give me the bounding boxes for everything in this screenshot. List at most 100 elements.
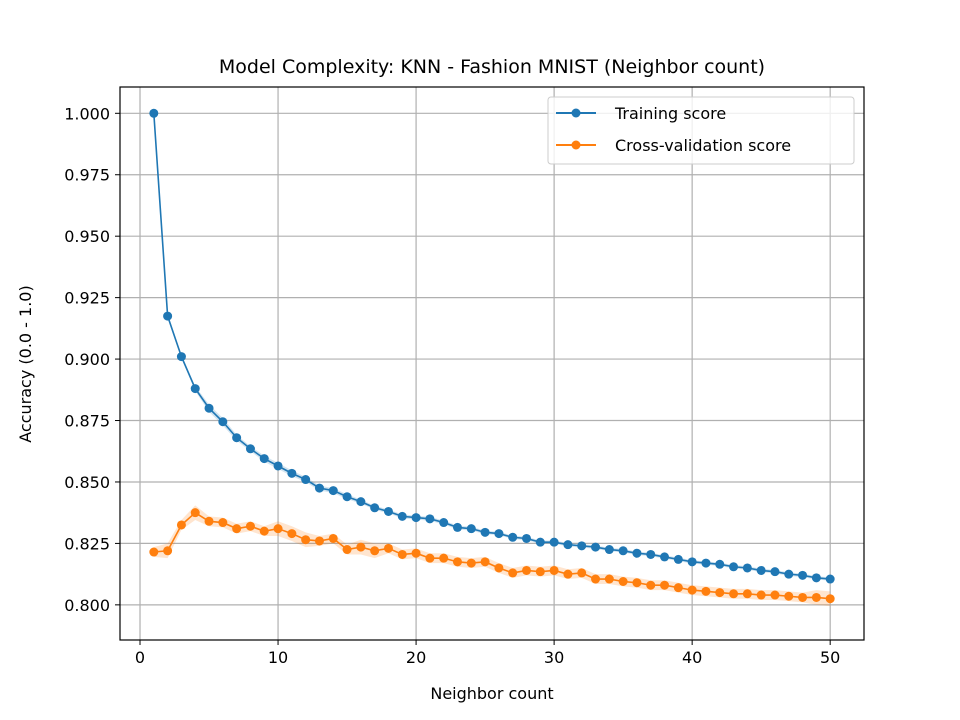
data-point	[342, 492, 352, 502]
x-tick-label: 50	[820, 648, 840, 667]
y-tick-label: 0.975	[64, 166, 110, 185]
data-point	[673, 554, 683, 564]
data-point	[535, 567, 545, 577]
grid	[120, 87, 864, 640]
data-point	[204, 403, 214, 413]
data-point	[591, 574, 601, 584]
data-point	[452, 557, 462, 567]
data-point	[149, 547, 159, 557]
data-point	[673, 583, 683, 593]
legend-label-training: Training score	[614, 104, 726, 123]
data-point	[439, 553, 449, 563]
data-point	[480, 557, 490, 567]
data-point	[218, 417, 228, 427]
data-point	[301, 475, 311, 485]
y-tick-label: 0.875	[64, 412, 110, 431]
y-tick-label: 0.825	[64, 534, 110, 553]
data-point	[660, 552, 670, 562]
data-point	[425, 553, 435, 563]
data-point	[452, 522, 462, 532]
data-point	[287, 468, 297, 478]
data-point	[466, 558, 476, 568]
data-point	[273, 461, 283, 471]
data-point	[604, 545, 614, 555]
data-point	[425, 514, 435, 524]
data-point	[535, 537, 545, 547]
y-tick-label: 0.850	[64, 473, 110, 492]
data-point	[328, 486, 338, 496]
legend-label-cv: Cross-validation score	[615, 136, 791, 155]
data-point	[232, 524, 242, 534]
data-point	[466, 524, 476, 534]
y-tick-label: 0.950	[64, 227, 110, 246]
data-point	[508, 568, 518, 578]
data-point	[742, 563, 752, 573]
data-point	[190, 384, 200, 394]
data-point	[176, 352, 186, 362]
data-point	[563, 569, 573, 579]
x-tick-label: 20	[406, 648, 426, 667]
data-point	[660, 580, 670, 590]
data-point	[563, 540, 573, 550]
data-point	[204, 516, 214, 526]
data-point	[770, 590, 780, 600]
data-point	[176, 520, 186, 530]
data-point	[494, 529, 504, 539]
data-point	[646, 580, 656, 590]
data-point	[811, 573, 821, 583]
data-point	[701, 558, 711, 568]
data-point	[798, 592, 808, 602]
x-tick-label: 10	[268, 648, 288, 667]
data-point	[383, 543, 393, 553]
data-point	[287, 529, 297, 539]
data-point	[756, 565, 766, 575]
data-point	[811, 592, 821, 602]
data-point	[314, 483, 324, 493]
data-point	[508, 532, 518, 542]
data-point	[825, 574, 835, 584]
data-point	[149, 108, 159, 118]
legend: Training score Cross-validation score	[547, 96, 855, 165]
data-point	[715, 559, 725, 569]
data-point	[729, 589, 739, 599]
y-axis-ticks: 0.800 0.825 0.850 0.875 0.900 0.925 0.950 0.975…	[64, 104, 120, 615]
data-point	[232, 433, 242, 443]
data-point	[163, 311, 173, 321]
data-point	[273, 524, 283, 534]
data-point	[549, 565, 559, 575]
confidence-bands	[153, 112, 831, 607]
data-point	[687, 557, 697, 567]
legend-marker-training	[571, 108, 581, 118]
data-point	[411, 548, 421, 558]
data-point	[301, 535, 311, 545]
y-tick-label: 0.800	[64, 596, 110, 615]
data-point	[397, 511, 407, 521]
chart-title: Model Complexity: KNN - Fashion MNIST (N…	[219, 56, 765, 78]
data-point	[342, 545, 352, 555]
data-point	[632, 578, 642, 588]
data-point	[577, 568, 587, 578]
data-point	[259, 454, 269, 464]
y-tick-label: 0.925	[64, 289, 110, 308]
data-point	[604, 574, 614, 584]
data-point	[480, 527, 490, 537]
data-point	[370, 546, 380, 556]
data-point	[549, 537, 559, 547]
x-axis-label: Neighbor count	[430, 684, 553, 703]
data-point	[259, 526, 269, 536]
data-point	[383, 506, 393, 516]
data-point	[163, 546, 173, 556]
data-point	[577, 541, 587, 551]
data-point	[646, 549, 656, 559]
data-point	[618, 546, 628, 556]
data-point	[687, 585, 697, 595]
data-point	[245, 444, 255, 454]
data-point	[784, 569, 794, 579]
data-point	[218, 518, 228, 528]
y-tick-label: 1.000	[64, 104, 110, 123]
data-point	[356, 497, 366, 507]
data-point	[522, 565, 532, 575]
x-tick-label: 40	[682, 648, 702, 667]
data-point	[314, 536, 324, 546]
data-point	[784, 591, 794, 601]
